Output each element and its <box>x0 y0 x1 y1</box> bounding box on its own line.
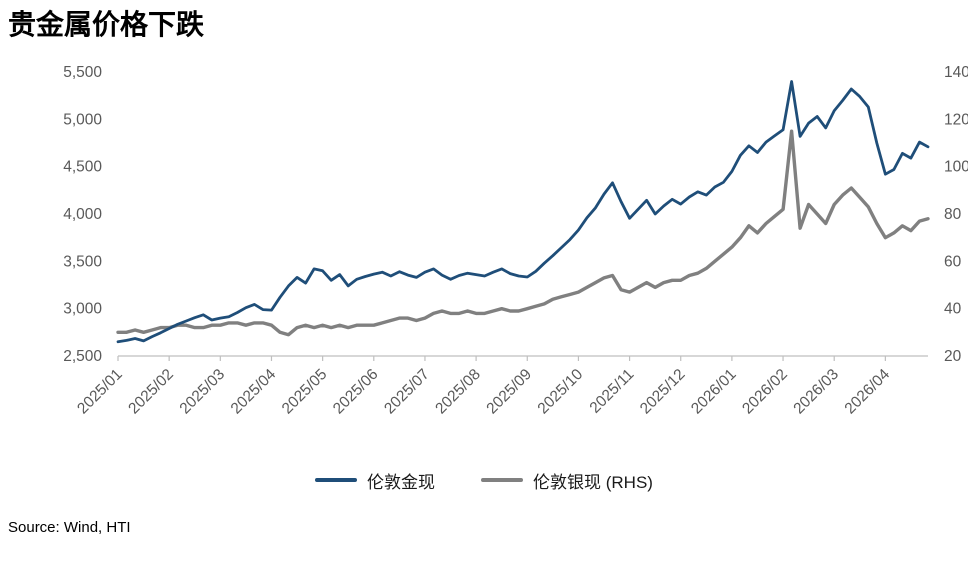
x-tick-label: 2025/05 <box>279 365 331 417</box>
y-left-tick-label: 3,000 <box>63 300 102 317</box>
x-tick-label: 2026/01 <box>688 365 740 417</box>
x-tick-label: 2025/11 <box>587 365 638 416</box>
page-title: 贵金属价格下跌 <box>8 8 205 41</box>
y-right-tick-label: 20 <box>944 348 962 365</box>
legend-item-gold: 伦敦金现 <box>315 468 435 493</box>
y-right-tick-label: 100 <box>944 158 968 175</box>
y-right-tick-label: 80 <box>944 206 962 223</box>
y-left-tick-label: 3,500 <box>63 253 102 270</box>
chart-svg: 2,500 3,000 3,500 4,000 4,500 5,000 5,500 20 40 6… <box>63 64 968 417</box>
y-left-tick-label: 4,500 <box>63 158 102 175</box>
x-tick-label: 2025/07 <box>381 365 433 417</box>
y-left-tick-label: 2,500 <box>63 348 102 365</box>
x-tick-label: 2026/03 <box>790 365 842 417</box>
legend-label-silver: 伦敦银现 (RHS) <box>533 472 653 492</box>
x-tick-label: 2025/03 <box>177 365 229 417</box>
x-tick-label: 2026/04 <box>842 365 894 417</box>
legend-label-gold: 伦敦金现 <box>367 472 436 492</box>
gold-line-swatch <box>315 478 358 483</box>
x-tick-label: 2025/09 <box>483 365 535 417</box>
y-right-tick-label: 140 <box>944 64 968 81</box>
y-left-tick-label: 4,000 <box>63 206 102 223</box>
y-left-tick-label: 5,500 <box>63 64 102 81</box>
legend-item-silver: 伦敦银现 (RHS) <box>481 468 653 493</box>
x-tick-label: 2025/08 <box>432 365 484 417</box>
y-right-tick-label: 60 <box>944 253 962 270</box>
silver-line-swatch <box>481 478 524 483</box>
x-tick-label: 2025/12 <box>637 365 689 417</box>
chart-area: 2,500 3,000 3,500 4,000 4,500 5,000 5,500 20 40 6… <box>0 50 968 446</box>
source-note: Source: Wind, HTI <box>8 518 131 536</box>
gold-price-line <box>116 79 930 343</box>
y-right-tick-label: 40 <box>944 300 962 317</box>
chart-legend: 伦敦金现 伦敦银现 (RHS) <box>0 468 968 493</box>
x-tick-label: 2025/01 <box>74 365 126 417</box>
y-left-tick-label: 5,000 <box>63 111 102 128</box>
x-tick-label: 2025/06 <box>330 365 382 417</box>
x-tick-label: 2025/02 <box>125 365 177 417</box>
silver-price-line <box>116 129 930 336</box>
x-tick-label: 2025/04 <box>228 365 280 417</box>
x-tick-label: 2026/02 <box>739 365 791 417</box>
x-tick-label: 2025/10 <box>535 365 587 417</box>
y-right-tick-label: 120 <box>944 111 968 128</box>
